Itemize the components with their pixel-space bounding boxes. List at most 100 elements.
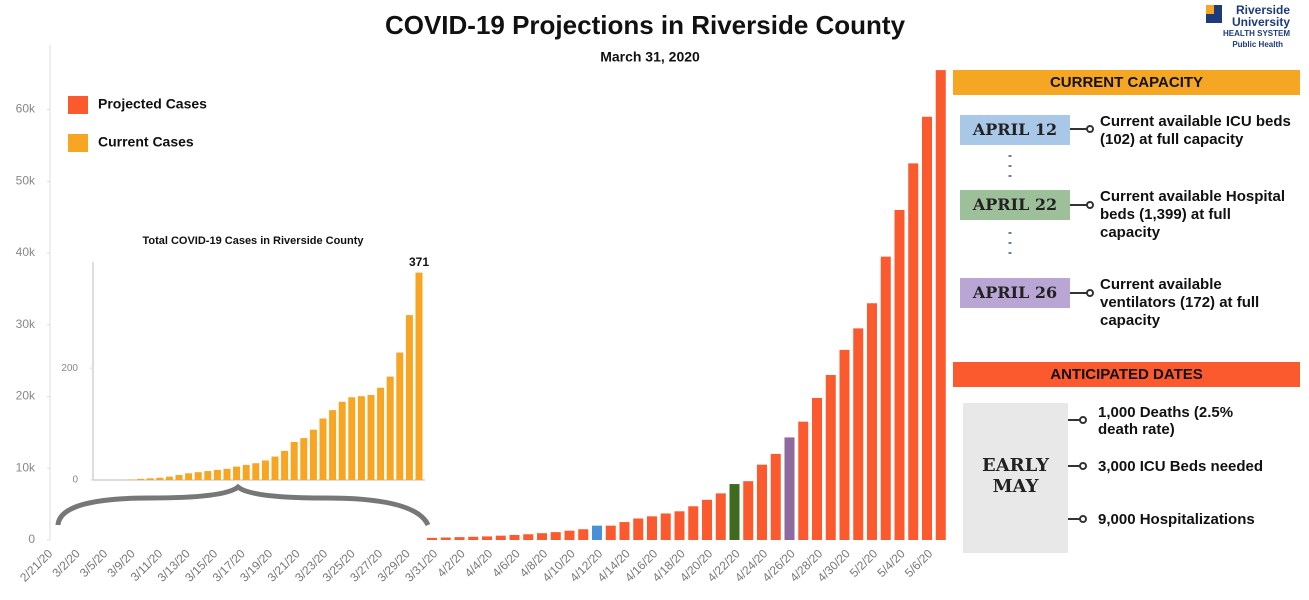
bar <box>396 352 404 480</box>
x-tick-label: 2/21/20 <box>17 546 55 584</box>
anticipated-heading: ANTICIPATED DATES <box>1050 366 1203 383</box>
bar <box>660 513 671 540</box>
x-tick-label: 4/2/20 <box>434 546 468 580</box>
capacity-text: Current available Hospital beds (1,399) … <box>1100 188 1286 241</box>
bar <box>175 474 183 480</box>
bar <box>784 437 795 540</box>
bar <box>440 537 451 540</box>
bar <box>194 472 202 480</box>
bar <box>647 516 657 540</box>
bar <box>252 463 260 480</box>
y-tick-label: 50k <box>16 173 36 187</box>
y-tick-label: 200 <box>61 363 78 374</box>
capacity-header <box>953 70 1300 95</box>
y-tick-label: 40k <box>16 245 36 259</box>
bar <box>537 533 547 540</box>
bar <box>271 456 279 480</box>
bar <box>377 387 385 480</box>
bar <box>770 453 781 540</box>
x-tick-label: 4/6/20 <box>489 546 523 580</box>
bar <box>329 410 337 480</box>
bar <box>468 536 479 540</box>
bar <box>300 438 308 480</box>
bar <box>213 469 221 480</box>
bar <box>242 464 250 480</box>
brace <box>55 483 431 527</box>
bar <box>825 375 836 540</box>
y-tick-label: 0 <box>28 532 35 546</box>
bar <box>137 478 145 480</box>
logo-mark <box>1206 5 1214 14</box>
chart-title: COVID-19 Projections in Riverside County <box>385 10 906 40</box>
anticipated-text: 3,000 ICU Beds needed <box>1098 458 1264 475</box>
logo-text: Public Health <box>1232 40 1283 49</box>
x-tick-label: 5/4/20 <box>874 546 908 580</box>
x-tick-label: 4/4/20 <box>462 546 496 580</box>
date-box: APRIL 12 <box>960 115 1070 145</box>
bar <box>729 484 740 540</box>
bar <box>757 464 767 540</box>
bar <box>509 534 520 540</box>
y-tick-label: 0 <box>72 475 78 486</box>
bar <box>261 460 269 480</box>
bar <box>592 525 602 540</box>
connectors <box>1068 125 1094 523</box>
bar <box>743 481 754 540</box>
bar <box>894 210 905 540</box>
capacity-text: Current available ICU beds (102) at full… <box>1100 113 1291 148</box>
bar <box>204 471 212 480</box>
chart-subtitle: March 31, 2020 <box>600 49 700 65</box>
bar <box>427 537 437 540</box>
x-tick-label: 5/2/20 <box>847 546 881 580</box>
bar <box>146 478 154 480</box>
bar <box>290 441 298 480</box>
bar <box>867 303 877 540</box>
anticipated-header <box>953 362 1300 387</box>
y-tick-label: 10k <box>16 460 36 474</box>
bar <box>908 163 919 540</box>
bar <box>550 532 561 540</box>
bar <box>367 395 375 480</box>
y-tick-label: 20k <box>16 389 36 403</box>
data-label: 371 <box>409 255 429 269</box>
bar <box>309 429 317 480</box>
bar <box>853 328 864 540</box>
inset-title: Total COVID-19 Cases in Riverside County <box>142 235 364 247</box>
logo-text: HEALTH SYSTEM <box>1223 29 1290 38</box>
bar <box>839 349 850 540</box>
capacity-text: Current available ventilators (172) at f… <box>1100 276 1260 329</box>
logo-text: University <box>1232 15 1290 29</box>
bar <box>357 396 365 480</box>
legend-label: Projected Cases <box>98 96 207 112</box>
bar <box>798 421 809 540</box>
capacity-heading: CURRENT CAPACITY <box>1049 74 1204 91</box>
legend-swatch <box>68 96 88 114</box>
logo-text: Riverside <box>1236 3 1290 17</box>
bar <box>688 506 699 540</box>
bar <box>319 418 327 480</box>
bar <box>495 535 506 540</box>
anticipated-date: EARLY MAY <box>982 455 1049 497</box>
legend-label: Current Cases <box>98 134 194 150</box>
bar <box>386 376 394 480</box>
bar <box>578 529 589 540</box>
bar <box>233 466 241 480</box>
bar <box>564 530 575 540</box>
y-tick-label: 60k <box>16 102 36 116</box>
bar <box>935 70 946 540</box>
bar <box>127 479 135 480</box>
bar <box>812 397 822 540</box>
bar <box>185 473 193 480</box>
bar <box>482 536 492 540</box>
bar <box>619 522 630 540</box>
bar <box>633 518 644 540</box>
bar <box>523 534 534 540</box>
bar <box>348 397 356 480</box>
anticipated-text: 9,000 Hospitalizations <box>1098 511 1255 528</box>
bar <box>338 401 346 480</box>
bar <box>415 272 423 480</box>
x-tick-label: 5/6/20 <box>902 546 936 580</box>
bar <box>922 116 932 540</box>
bar <box>702 499 712 540</box>
